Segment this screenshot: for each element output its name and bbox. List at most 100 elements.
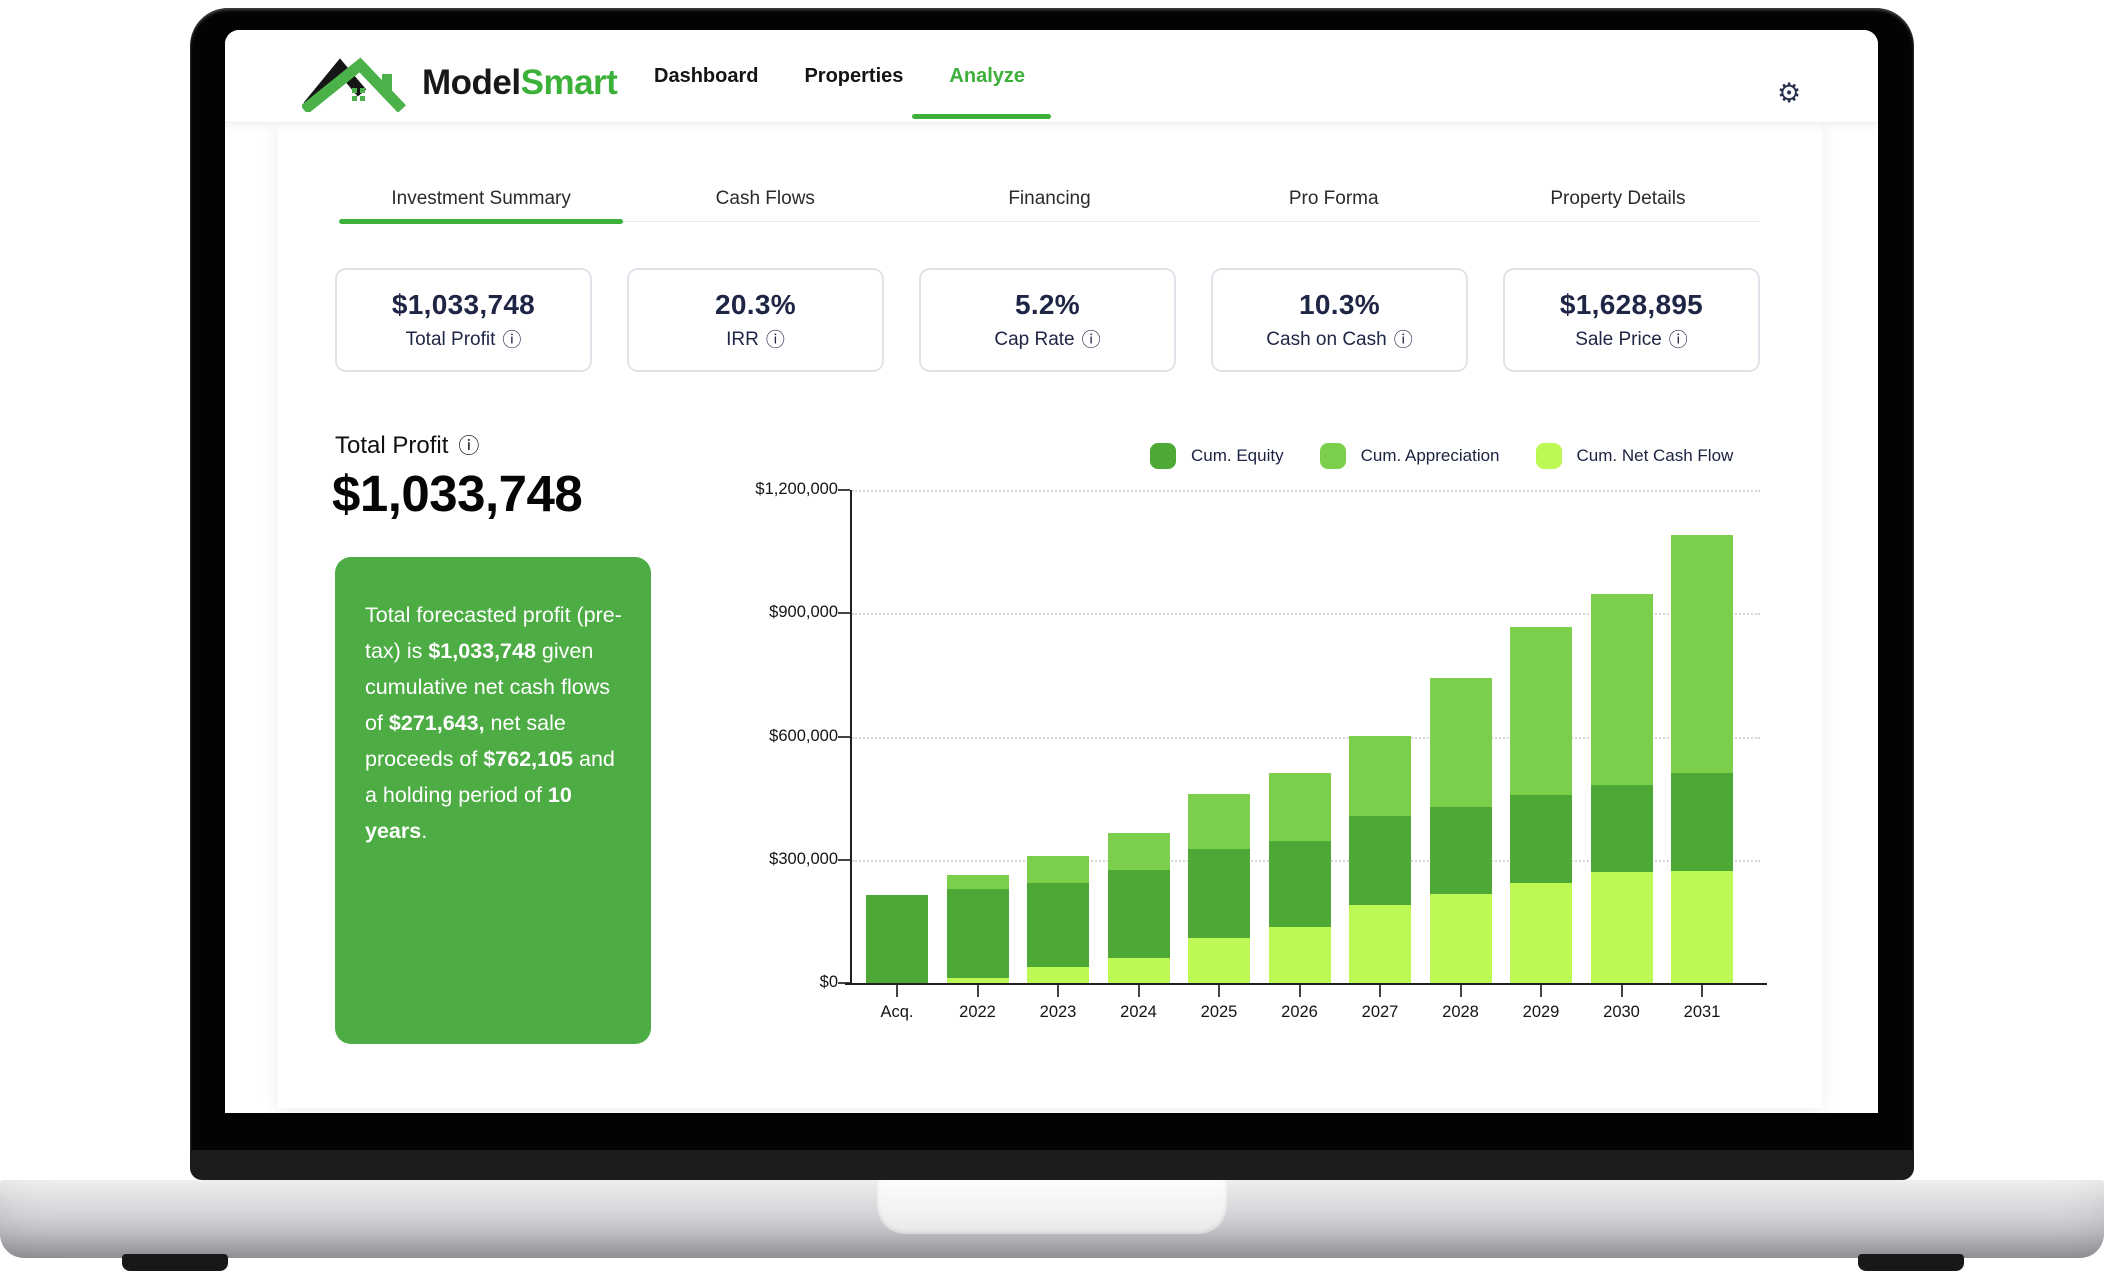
bar-segment-cum-equity[interactable] <box>1510 795 1572 883</box>
screen-content: ModelSmart Dashboard Properties Analyze ⚙ … <box>225 30 1878 1113</box>
bar-segment-cum-equity[interactable] <box>1268 840 1331 928</box>
bar-segment-cum-equity[interactable] <box>1590 784 1653 873</box>
bar-segment-cum-net-cash-flow[interactable] <box>1590 872 1653 983</box>
bar-segment-cum-net-cash-flow[interactable] <box>1107 957 1170 983</box>
bar-segment-cum-net-cash-flow[interactable] <box>1027 966 1089 983</box>
house-logo-icon <box>302 54 414 112</box>
info-icon[interactable]: ⓘ <box>1081 329 1101 351</box>
gridline <box>852 736 1760 739</box>
y-axis-tick <box>838 982 850 984</box>
bar-segment-cum-appreciation[interactable] <box>1027 855 1089 883</box>
laptop-screen: ModelSmart Dashboard Properties Analyze ⚙ … <box>190 8 1914 1180</box>
x-axis-label: 2024 <box>1120 1003 1157 1021</box>
callout-text-run: and a holding period of <box>365 747 615 807</box>
tab-investment-summary[interactable]: Investment Summary <box>339 177 624 224</box>
kpi-value: 20.3% <box>715 289 796 320</box>
bar-segment-cum-equity[interactable] <box>1429 806 1492 894</box>
laptop-base <box>0 1180 2104 1258</box>
callout-bold-value: $1,033,748 <box>428 639 536 663</box>
settings-gear-icon[interactable]: ⚙ <box>1777 78 1802 108</box>
nav-item-dashboard[interactable]: Dashboard <box>654 64 759 87</box>
chart-y-axis <box>850 490 852 984</box>
y-axis-tick <box>838 858 850 861</box>
tab-property-details[interactable]: Property Details <box>1550 188 1686 209</box>
info-icon[interactable]: ⓘ <box>1668 329 1688 351</box>
profit-chart: $0 $300,000 $600,000 $900,000 $1,200,000 Acq.… <box>225 30 1878 1113</box>
x-axis-label: 2026 <box>1281 1003 1318 1021</box>
tab-cash-flows[interactable]: Cash Flows <box>715 188 815 209</box>
bar-segment-cum-appreciation[interactable] <box>1429 677 1492 807</box>
x-axis-tick <box>1137 985 1140 997</box>
bar-segment-cum-equity[interactable] <box>1027 882 1089 967</box>
bar-segment-cum-net-cash-flow[interactable] <box>1671 871 1733 983</box>
x-axis-tick <box>1540 985 1542 997</box>
kpi-label: Cap Rate ⓘ <box>994 329 1100 351</box>
kpi-label: Cash on Cash ⓘ <box>1266 329 1412 351</box>
kpi-label: Sale Price ⓘ <box>1575 329 1688 351</box>
brand-logo[interactable]: ModelSmart <box>302 54 618 112</box>
x-axis-label: 2022 <box>959 1003 996 1021</box>
kpi-card-sale-price: $1,628,895 Sale Price ⓘ <box>1503 268 1760 372</box>
bar-segment-cum-net-cash-flow[interactable] <box>1510 882 1572 983</box>
bar-segment-cum-appreciation[interactable] <box>1188 794 1250 850</box>
brand-name: ModelSmart <box>422 63 618 102</box>
legend-swatch-icon <box>1535 443 1562 469</box>
bar-segment-cum-equity[interactable] <box>946 889 1009 979</box>
callout-text-run: given cumulative net cash flows of <box>365 639 610 735</box>
y-axis-label: $600,000 <box>769 726 838 745</box>
info-icon[interactable]: ⓘ <box>1393 329 1413 351</box>
bar-segment-cum-appreciation[interactable] <box>1349 736 1411 817</box>
bar-segment-cum-appreciation[interactable] <box>946 875 1009 890</box>
bar-segment-cum-appreciation[interactable] <box>1590 594 1653 785</box>
kpi-card-cap-rate: 5.2% Cap Rate ⓘ <box>919 268 1176 372</box>
x-axis-label: 2023 <box>1039 1003 1077 1021</box>
bar-segment-cum-appreciation[interactable] <box>1268 772 1331 841</box>
info-icon[interactable]: ⓘ <box>502 329 522 351</box>
legend-item-cum-equity[interactable]: Cum. Equity <box>1150 443 1284 469</box>
gridline <box>852 613 1760 616</box>
callout-bold-value: $762,105 <box>483 747 574 771</box>
x-axis-tick <box>896 985 898 997</box>
bar-segment-cum-net-cash-flow[interactable] <box>1429 893 1492 983</box>
bar-segment-cum-equity[interactable] <box>1671 773 1733 872</box>
bar-segment-cum-equity[interactable] <box>866 894 928 983</box>
nav-item-properties[interactable]: Properties <box>804 64 904 87</box>
bar-segment-cum-appreciation[interactable] <box>1671 535 1733 774</box>
y-axis-label: $900,000 <box>769 603 838 622</box>
tab-financing[interactable]: Financing <box>1008 188 1091 209</box>
kpi-label-text: Total Profit <box>405 329 496 350</box>
y-axis-label: $300,000 <box>769 849 838 868</box>
bar-segment-cum-net-cash-flow[interactable] <box>946 978 1009 983</box>
callout-bold-value: 10 years <box>365 783 572 843</box>
x-axis-label: 2028 <box>1442 1003 1479 1021</box>
bar-segment-cum-appreciation[interactable] <box>1107 833 1170 871</box>
bar-segment-cum-equity[interactable] <box>1107 870 1170 958</box>
bar-segment-cum-equity[interactable] <box>1188 849 1250 938</box>
nav-item-analyze[interactable]: Analyze <box>949 64 1025 87</box>
profit-callout: Total forecasted profit (pre-tax) is $1,… <box>335 557 651 1044</box>
chart-x-axis <box>845 983 1767 985</box>
bar-segment-cum-appreciation[interactable] <box>1510 627 1572 796</box>
bar-segment-cum-net-cash-flow[interactable] <box>1188 937 1250 983</box>
tab-pro-forma[interactable]: Pro Forma <box>1288 188 1379 209</box>
y-axis-tick <box>838 612 850 615</box>
legend-label: Cum. Equity <box>1191 446 1284 465</box>
laptop-lid-groove <box>877 1180 1227 1234</box>
callout-text-run: net sale proceeds of <box>365 711 566 771</box>
info-icon[interactable]: ⓘ <box>765 329 785 351</box>
x-axis-tick <box>1459 985 1462 997</box>
legend-item-cum-net-cash-flow[interactable]: Cum. Net Cash Flow <box>1535 443 1733 469</box>
bar-segment-cum-net-cash-flow[interactable] <box>1349 904 1411 983</box>
laptop-hinge <box>190 1150 1914 1180</box>
main-nav: Dashboard Properties Analyze <box>654 30 1025 122</box>
analysis-tabs: Investment Summary Cash Flows Financing Pro… <box>339 177 1760 224</box>
bar-segment-cum-net-cash-flow[interactable] <box>1268 927 1331 983</box>
x-axis-label: 2029 <box>1522 1003 1560 1021</box>
legend-item-cum-appreciation[interactable]: Cum. Appreciation <box>1319 443 1500 469</box>
legend-swatch-icon <box>1319 443 1346 469</box>
callout-bold-value: $271,643, <box>388 711 485 735</box>
info-icon[interactable]: ⓘ <box>458 434 480 458</box>
app-header: ModelSmart Dashboard Properties Analyze ⚙ <box>225 30 1878 123</box>
bar-segment-cum-equity[interactable] <box>1349 816 1411 905</box>
